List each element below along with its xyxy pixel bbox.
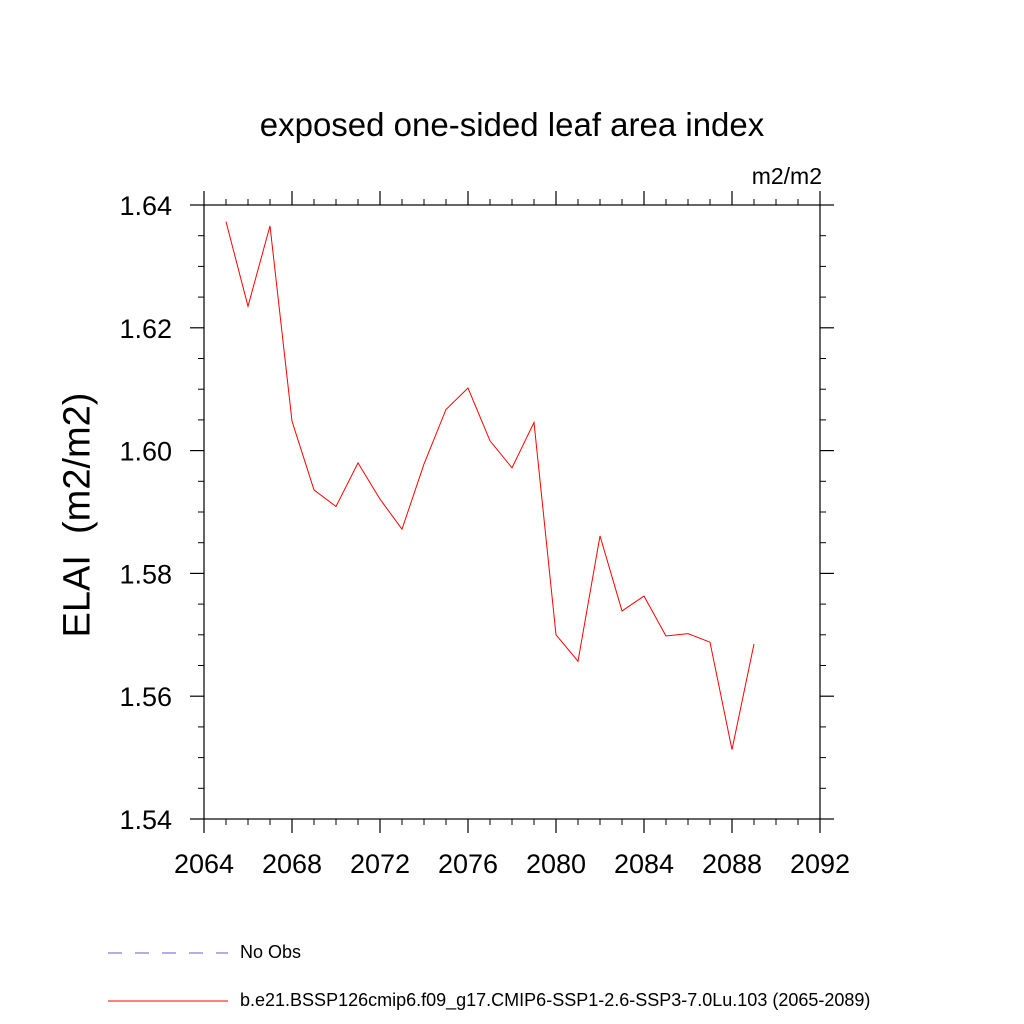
x-tick-label: 2092	[790, 849, 850, 879]
y-tick-label: 1.62	[119, 314, 172, 344]
x-tick-label: 2064	[174, 849, 234, 879]
x-tick-label: 2080	[526, 849, 586, 879]
y-tick-label: 1.56	[119, 682, 172, 712]
x-tick-label: 2084	[614, 849, 674, 879]
units-label: m2/m2	[751, 163, 822, 189]
chart-title: exposed one-sided leaf area index	[259, 106, 765, 143]
y-axis-label: ELAI (m2/m2)	[56, 392, 99, 638]
y-tick-label: 1.60	[119, 437, 172, 467]
series-lines	[225, 221, 755, 750]
x-tick-label: 2068	[262, 849, 322, 879]
y-tick-label: 1.64	[119, 191, 172, 221]
axis-ticks	[190, 191, 834, 833]
x-tick-label: 2072	[350, 849, 410, 879]
legend-label-series: b.e21.BSSP126cmip6.f09_g17.CMIP6-SSP1-2.…	[240, 990, 871, 1010]
series-line	[225, 221, 755, 750]
axis-tick-labels: 2064 2068 2072 2076 2080 2084 2088 2092 1.54 1.56…	[119, 191, 850, 879]
legend-label-no-obs: No Obs	[240, 942, 302, 962]
y-tick-label: 1.58	[119, 559, 172, 589]
x-tick-label: 2076	[438, 849, 498, 879]
x-tick-label: 2088	[702, 849, 762, 879]
y-tick-label: 1.54	[119, 805, 172, 835]
